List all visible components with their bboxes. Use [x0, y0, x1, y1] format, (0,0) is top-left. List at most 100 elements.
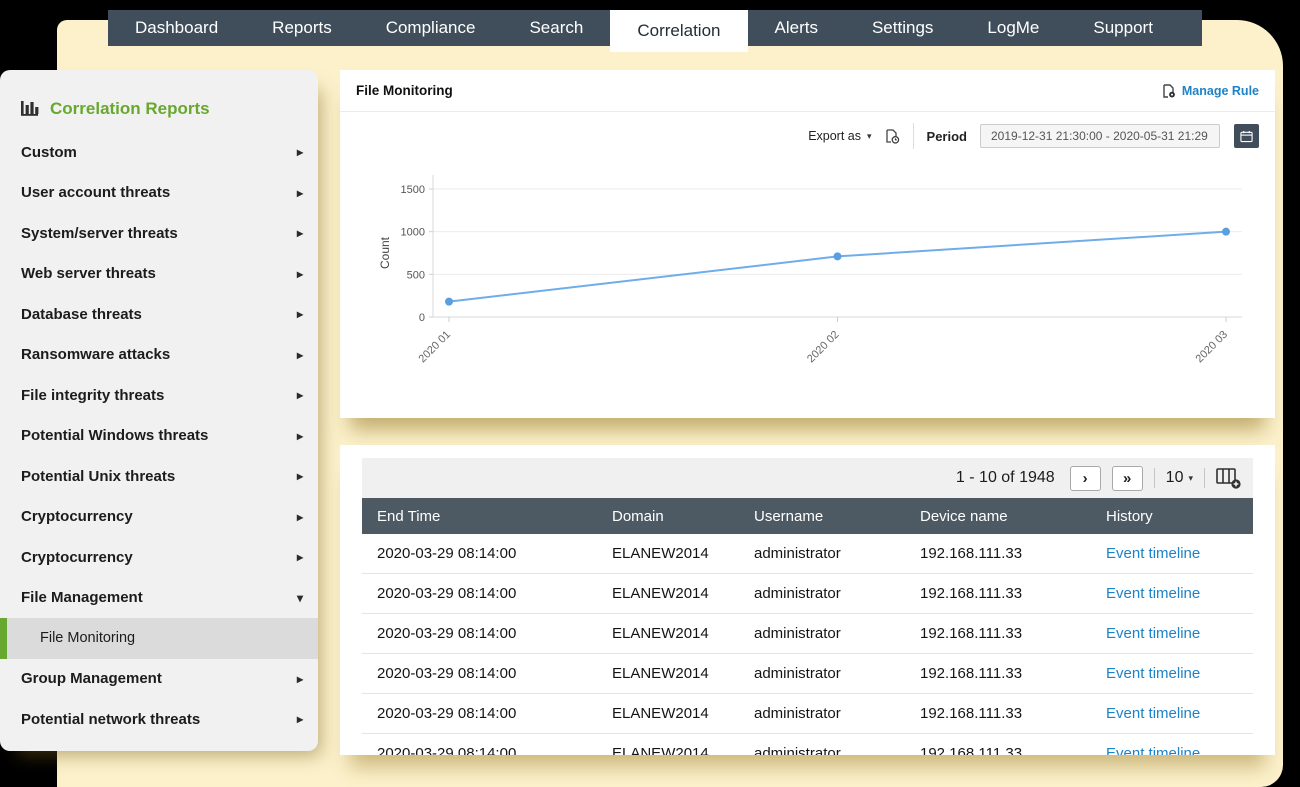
sidebar-item[interactable]: File Management ▾ [0, 578, 318, 619]
event-timeline-link[interactable]: Event timeline [1106, 625, 1201, 642]
pagination-range: 1 - 10 of 1948 [955, 469, 1055, 486]
sidebar-item[interactable]: File integrity threats ▸ [0, 375, 318, 416]
add-column-button[interactable] [1216, 467, 1241, 489]
svg-text:2020 02: 2020 02 [805, 329, 842, 366]
schedule-export-icon[interactable] [885, 128, 900, 144]
table-row: 2020-03-29 08:14:00 ELANEW2014 administr… [362, 734, 1253, 755]
last-page-button[interactable]: » [1111, 465, 1143, 491]
event-timeline-link[interactable]: Event timeline [1106, 705, 1201, 722]
cell-username: administrator [754, 705, 841, 722]
nav-tab[interactable]: Reports [272, 18, 332, 37]
sidebar-item[interactable]: Ransomware attacks ▸ [0, 335, 318, 376]
column-header[interactable]: Device name [920, 507, 1008, 525]
sidebar-item[interactable]: Potential network threats ▸ [0, 699, 318, 740]
nav-tab[interactable]: Dashboard [135, 18, 219, 37]
cell-device-name: 192.168.111.33 [920, 665, 1023, 682]
cell-domain: ELANEW2014 [612, 705, 709, 722]
sidebar-item-label: Potential Windows threats [21, 427, 209, 445]
cell-username: administrator [754, 625, 841, 642]
sidebar-item-label: System/server threats [21, 224, 178, 242]
period-range-input[interactable] [980, 124, 1220, 148]
sidebar-item[interactable]: Custom ▸ [0, 132, 318, 173]
sidebar-item-label: Web server threats [21, 265, 156, 283]
sidebar-item[interactable]: Cryptocurrency ▸ [0, 537, 318, 578]
chevron-icon: ▸ [296, 347, 303, 362]
sidebar-item[interactable]: File Monitoring [0, 618, 318, 659]
sidebar-item[interactable]: Database threats ▸ [0, 294, 318, 335]
table-header-row: End Time Domain Username Device name History [362, 498, 1253, 534]
table-row: 2020-03-29 08:14:00 ELANEW2014 administr… [362, 534, 1253, 574]
chevron-icon: ▸ [296, 307, 303, 322]
cell-device-name: 192.168.111.33 [920, 625, 1023, 642]
table-row: 2020-03-29 08:14:00 ELANEW2014 administr… [362, 654, 1253, 694]
svg-text:2020 03: 2020 03 [1194, 329, 1231, 366]
period-label: Period [926, 128, 967, 144]
results-table: End Time Domain Username Device name History… [362, 498, 1253, 755]
cell-domain: ELANEW2014 [612, 545, 709, 562]
report-controls: Export as ▾ Period [808, 123, 1259, 149]
cell-end-time: 2020-03-29 08:14:00 [377, 625, 517, 642]
cell-device-name: 192.168.111.33 [920, 545, 1023, 562]
table-row: 2020-03-29 08:14:00 ELANEW2014 administr… [362, 614, 1253, 654]
table-body: 2020-03-29 08:14:00 ELANEW2014 administr… [362, 534, 1253, 755]
column-header[interactable]: History [1106, 507, 1153, 525]
page-size-dropdown[interactable]: 10 ▾ [1166, 469, 1193, 487]
sidebar-item-label: File Management [21, 589, 143, 607]
cell-domain: ELANEW2014 [612, 585, 709, 602]
calendar-button[interactable] [1234, 124, 1259, 148]
chevron-icon: ▸ [296, 509, 303, 524]
chevron-icon: ▸ [296, 185, 303, 200]
divider [1153, 468, 1155, 488]
sidebar-item-label: Potential network threats [21, 710, 201, 728]
event-timeline-link[interactable]: Event timeline [1106, 745, 1201, 755]
table-row: 2020-03-29 08:14:00 ELANEW2014 administr… [362, 694, 1253, 734]
cell-end-time: 2020-03-29 08:14:00 [377, 745, 517, 755]
cell-end-time: 2020-03-29 08:14:00 [377, 665, 517, 682]
column-header[interactable]: Domain [612, 507, 664, 525]
manage-rule-link[interactable]: Manage Rule [1162, 84, 1259, 98]
nav-tab[interactable]: Support [1093, 18, 1153, 37]
cell-end-time: 2020-03-29 08:14:00 [377, 585, 517, 602]
manage-rule-label: Manage Rule [1181, 83, 1259, 98]
column-header[interactable]: Username [754, 507, 824, 525]
nav-tab[interactable]: Correlation [610, 10, 748, 52]
divider [1204, 468, 1205, 488]
chevron-icon: ▸ [296, 671, 303, 686]
nav-tab[interactable]: Settings [871, 18, 934, 37]
sidebar-item[interactable]: Potential Unix threats ▸ [0, 456, 318, 497]
sidebar-item[interactable]: Cryptocurrency ▸ [0, 497, 318, 538]
export-as-dropdown[interactable]: Export as ▾ [808, 129, 871, 143]
sidebar-item[interactable]: Potential Windows threats ▸ [0, 416, 318, 457]
cell-domain: ELANEW2014 [612, 745, 709, 755]
event-timeline-link[interactable]: Event timeline [1106, 545, 1201, 562]
page-size-value: 10 [1165, 469, 1184, 486]
report-panel: File Monitoring Manage Rule Export as ▾ [340, 70, 1275, 418]
cell-domain: ELANEW2014 [612, 625, 709, 642]
chevron-icon: ▸ [296, 428, 303, 443]
sidebar-item[interactable]: User account threats ▸ [0, 173, 318, 214]
sidebar-item-label: Cryptocurrency [21, 548, 133, 566]
sidebar-item[interactable]: Group Management ▸ [0, 659, 318, 700]
sidebar-item-label: Database threats [21, 305, 142, 323]
chevron-icon: ▸ [296, 226, 303, 241]
sidebar-item-label: Group Management [21, 670, 162, 688]
nav-tab[interactable]: LogMe [987, 18, 1040, 37]
sidebar-item[interactable]: System/server threats ▸ [0, 213, 318, 254]
chevron-icon: ▸ [296, 550, 303, 565]
cell-end-time: 2020-03-29 08:14:00 [377, 545, 517, 562]
event-timeline-link[interactable]: Event timeline [1106, 585, 1201, 602]
next-page-button[interactable]: › [1069, 465, 1101, 491]
event-timeline-link[interactable]: Event timeline [1106, 665, 1201, 682]
nav-tab[interactable]: Compliance [385, 18, 476, 37]
nav-tab[interactable]: Alerts [774, 18, 818, 37]
sidebar-item[interactable]: Web server threats ▸ [0, 254, 318, 295]
sidebar-title: Correlation Reports [0, 70, 318, 132]
column-header[interactable]: End Time [377, 507, 441, 525]
sidebar-item-label: Custom [21, 143, 77, 161]
nav-tab[interactable]: Search [529, 18, 584, 37]
pagination-bar: 1 - 10 of 1948 › » 10 ▾ [362, 458, 1253, 498]
cell-username: administrator [754, 545, 841, 562]
sidebar-item-label: User account threats [21, 184, 171, 202]
bar-chart-icon [21, 101, 40, 117]
sidebar-item-label: Cryptocurrency [21, 508, 133, 526]
